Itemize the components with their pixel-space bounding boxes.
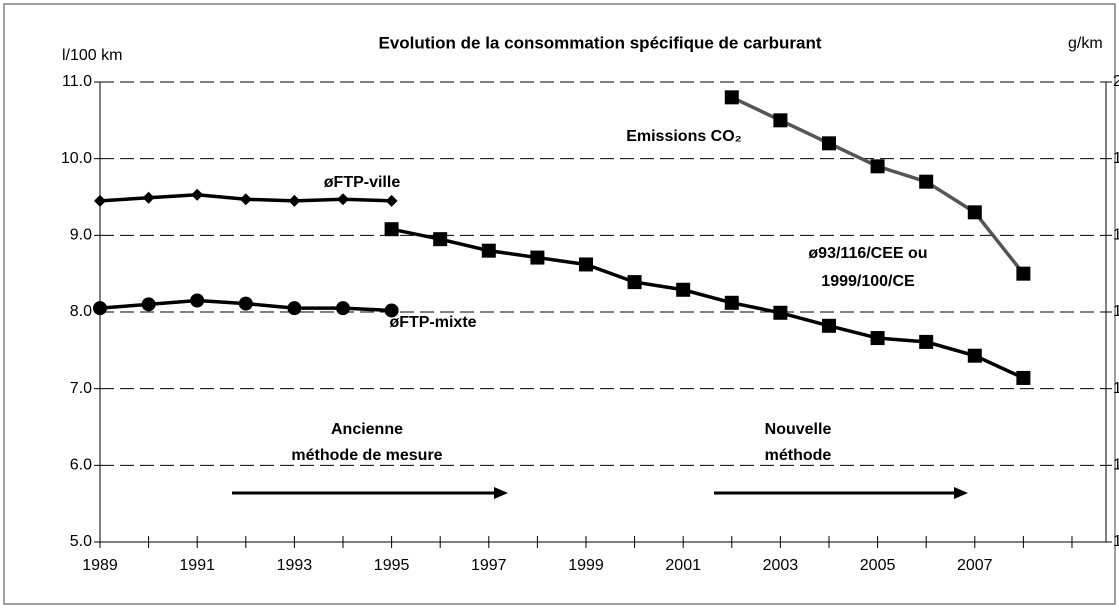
- marker: [578, 257, 593, 272]
- marker: [919, 334, 934, 349]
- marker: [870, 159, 885, 174]
- y-tick-label: 9.0: [70, 227, 92, 244]
- marker: [773, 305, 788, 320]
- marker: [821, 318, 836, 333]
- chart-title: Evolution de la consommation spécifique …: [378, 33, 821, 52]
- arrow-head: [954, 487, 968, 499]
- marker: [384, 303, 399, 318]
- x-tick-label: 2001: [665, 557, 701, 574]
- marker: [190, 293, 205, 308]
- x-tick-label: 1999: [568, 557, 604, 574]
- series-label: 1999/100/CE: [821, 273, 915, 290]
- x-tick-label: 2005: [860, 557, 896, 574]
- marker: [287, 301, 302, 316]
- marker: [627, 275, 642, 290]
- marker: [191, 188, 204, 201]
- series-label: øFTP-ville: [324, 174, 401, 191]
- marker: [967, 205, 982, 220]
- y-axis-label: l/100 km: [62, 47, 122, 64]
- marker: [919, 174, 934, 189]
- y2-tick-label: 150: [1113, 457, 1119, 474]
- marker: [385, 194, 398, 207]
- y-tick-label: 8.0: [70, 303, 92, 320]
- y-tick-label: 10.0: [61, 150, 92, 167]
- series-line: [391, 227, 1025, 380]
- series-label: ø93/116/CEE ou: [808, 245, 927, 262]
- x-tick-label: 1997: [471, 557, 507, 574]
- x-tick-label: 1993: [277, 557, 313, 574]
- annotation: méthode de mesure: [291, 447, 442, 464]
- chart-frame: [3, 3, 1116, 605]
- marker: [94, 194, 106, 207]
- marker: [239, 193, 252, 206]
- marker: [773, 113, 788, 128]
- y-tick-label: 6.0: [70, 457, 92, 474]
- marker: [724, 90, 739, 105]
- x-tick-label: 2003: [763, 557, 799, 574]
- series-label: Emissions CO₂: [626, 128, 742, 145]
- x-tick-label: 1995: [374, 557, 410, 574]
- marker: [870, 331, 885, 346]
- y-tick-label: 7.0: [70, 380, 92, 397]
- y-tick-label: 11.0: [62, 73, 92, 90]
- marker: [142, 191, 155, 204]
- marker: [335, 301, 350, 316]
- marker: [384, 222, 399, 237]
- marker: [821, 136, 836, 151]
- annotation: méthode: [765, 447, 832, 464]
- y2-tick-label: 180: [1113, 227, 1119, 244]
- marker: [1016, 266, 1031, 281]
- y2-tick-label: 200: [1113, 73, 1119, 90]
- annotation: Ancienne: [331, 421, 403, 438]
- y-tick-label: 5.0: [70, 533, 92, 550]
- arrows: [232, 487, 968, 499]
- x-tick-label: 2007: [957, 557, 993, 574]
- y2-tick-label: 140: [1113, 533, 1119, 550]
- marker: [288, 194, 301, 207]
- y2-axis-label: g/km: [1068, 35, 1103, 52]
- annotation: Nouvelle: [765, 421, 832, 438]
- marker: [481, 243, 496, 258]
- marker: [336, 193, 349, 206]
- y2-tick-label: 190: [1113, 150, 1119, 167]
- x-tick-label: 1989: [82, 557, 118, 574]
- marker: [238, 296, 253, 311]
- series-label: øFTP-mixte: [389, 314, 476, 331]
- marker: [433, 232, 448, 247]
- x-tick-label: 1991: [179, 557, 215, 574]
- marker: [530, 250, 545, 265]
- marker: [1016, 370, 1031, 385]
- marker: [93, 301, 107, 316]
- arrow-head: [494, 487, 508, 499]
- marker: [141, 297, 156, 312]
- marker: [967, 348, 982, 363]
- y2-tick-label: 160: [1113, 380, 1119, 397]
- marker: [676, 282, 691, 297]
- y2-tick-label: 170: [1113, 303, 1119, 320]
- marker: [724, 295, 739, 310]
